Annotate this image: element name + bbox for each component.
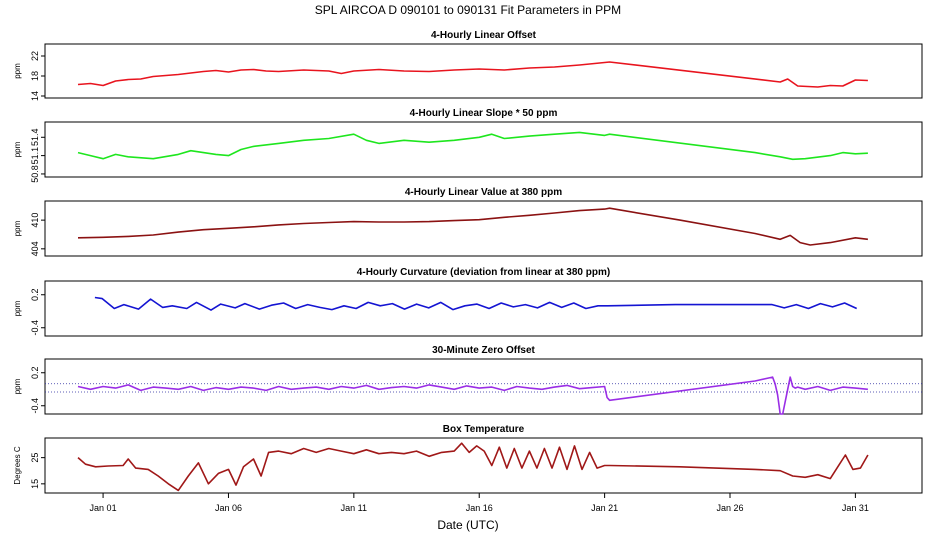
series-line <box>77 376 868 415</box>
series-line <box>94 296 858 311</box>
series-line <box>77 61 868 88</box>
y-tick-label: 51.4 <box>30 129 40 147</box>
figure-title: SPL AIRCOA D 090101 to 090131 Fit Parame… <box>315 3 621 17</box>
y-tick-label: 22 <box>30 51 40 61</box>
panel-title: 4-Hourly Curvature (deviation from linea… <box>357 267 610 278</box>
panel-3: 4-Hourly Linear Value at 380 ppm 404 410 pp… <box>13 187 923 257</box>
panel-frame <box>44 358 923 415</box>
panel-frame <box>44 280 923 337</box>
panel-frame <box>44 43 923 99</box>
panel-frame <box>44 121 923 178</box>
y-axis-label: ppm <box>13 63 22 79</box>
panel-title: Box Temperature <box>443 424 525 435</box>
y-axis-label: ppm <box>13 378 22 394</box>
series-line <box>77 207 868 246</box>
x-tick-label: Jan 16 <box>466 503 493 513</box>
y-tick-label: 51.1 <box>30 147 40 165</box>
x-tick-label: Jan 11 <box>341 503 367 513</box>
y-axis-label: ppm <box>13 300 22 316</box>
panel-frame <box>44 200 923 257</box>
series-line <box>77 131 868 161</box>
x-axis-label: Date (UTC) <box>437 518 498 532</box>
panel-title: 4-Hourly Linear Offset <box>431 30 537 41</box>
panel-title: 4-Hourly Linear Slope * 50 ppm <box>410 108 558 119</box>
panel-1: 4-Hourly Linear Offset 14 18 22 ppm <box>13 30 923 101</box>
y-tick-label: 0.2 <box>30 288 40 301</box>
y-axis-label: Degrees C <box>13 446 22 484</box>
series-line <box>77 442 869 492</box>
panel-5: 30-Minute Zero Offset -0.4 0.2 ppm <box>13 345 923 415</box>
y-tick-label: 15 <box>30 479 40 489</box>
x-tick-label: Jan 26 <box>716 503 743 513</box>
y-tick-label: 404 <box>30 241 40 256</box>
x-tick-label: Jan 31 <box>842 503 869 513</box>
panel-6: Box Temperature 15 25 Degrees C Jan 01 Jan 06… <box>13 424 923 513</box>
panel-frame <box>44 437 923 494</box>
y-tick-label: 14 <box>30 91 40 101</box>
panel-title: 30-Minute Zero Offset <box>432 345 535 356</box>
y-tick-label: -0.4 <box>30 398 40 414</box>
panel-title: 4-Hourly Linear Value at 380 ppm <box>405 187 562 198</box>
y-tick-label: 25 <box>30 453 40 463</box>
y-tick-label: 18 <box>30 71 40 81</box>
y-tick-label: 0.2 <box>30 366 40 379</box>
y-tick-label: 410 <box>30 213 40 228</box>
x-tick-label: Jan 21 <box>591 503 618 513</box>
y-axis-label: ppm <box>13 220 22 236</box>
y-tick-label: 50.8 <box>30 165 40 183</box>
y-axis-label: ppm <box>13 141 22 157</box>
y-tick-label: -0.4 <box>30 320 40 336</box>
x-tick-label: Jan 06 <box>215 503 242 513</box>
panel-4: 4-Hourly Curvature (deviation from linea… <box>13 267 923 337</box>
x-tick-label: Jan 01 <box>90 503 117 513</box>
panel-2: 4-Hourly Linear Slope * 50 ppm 50.851.151… <box>13 108 923 183</box>
